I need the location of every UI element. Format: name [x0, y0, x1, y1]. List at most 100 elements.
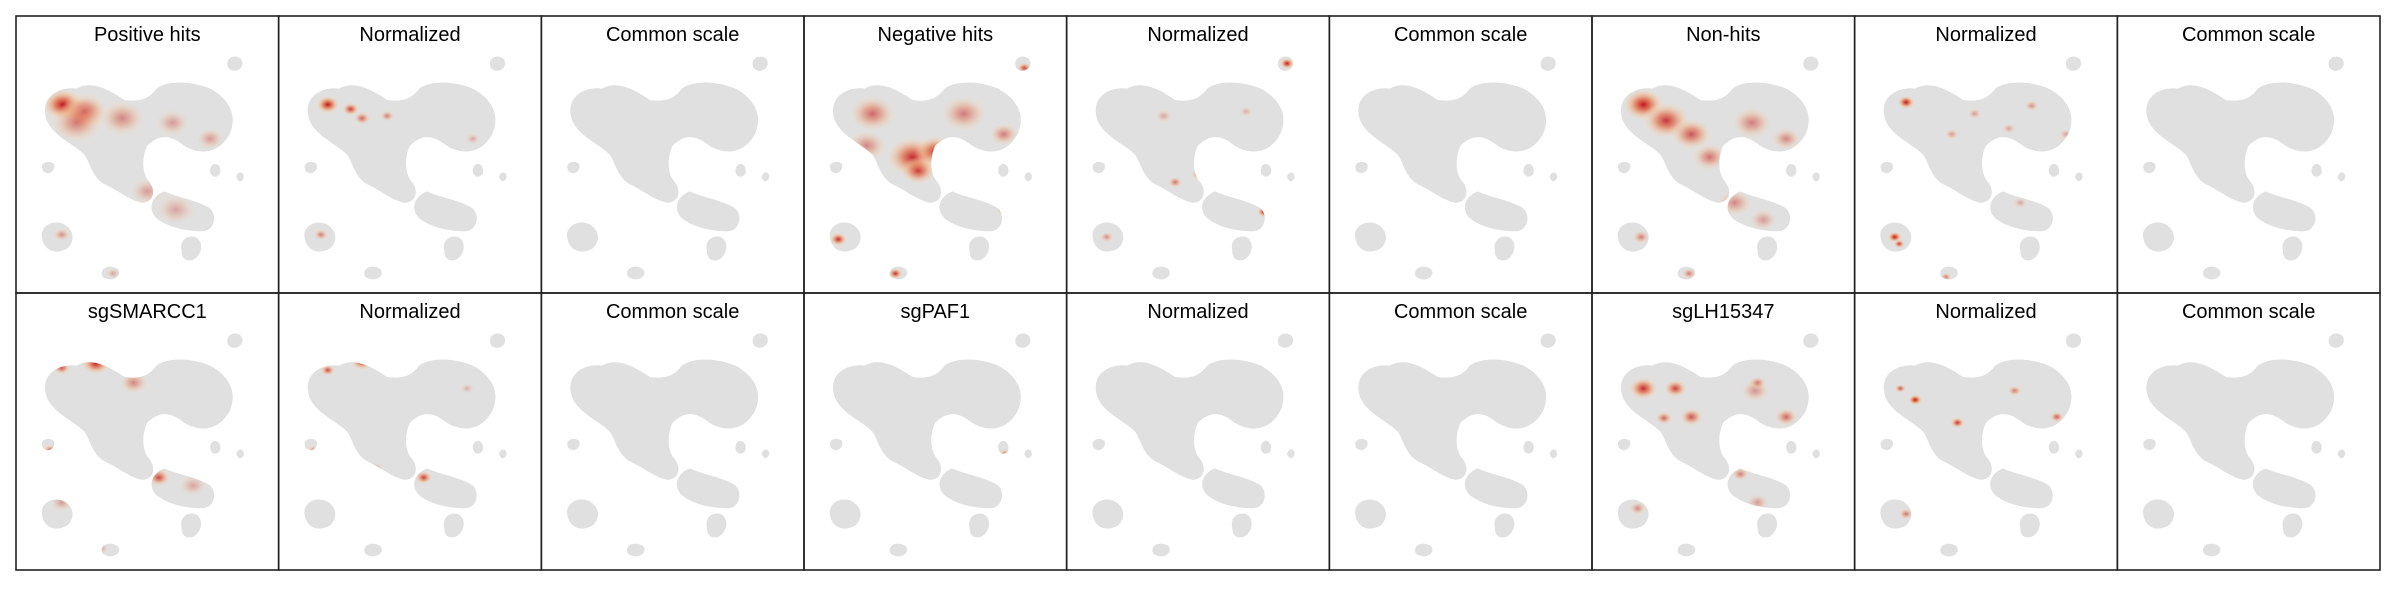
cell-cluster — [1414, 266, 1433, 280]
cell-cluster — [1464, 191, 1528, 232]
cell-cluster — [567, 438, 580, 451]
density-hotspot — [829, 232, 848, 247]
umap-plot — [2143, 56, 2346, 280]
cell-cluster — [939, 191, 1003, 232]
cell-cluster — [227, 333, 243, 348]
cell-cluster — [829, 161, 843, 174]
density-hotspot — [379, 110, 395, 122]
cell-cluster — [499, 449, 507, 459]
cell-cluster — [2065, 56, 2082, 71]
cell-cluster — [1355, 438, 1368, 451]
cell-cluster — [1152, 266, 1170, 280]
cell-cluster — [1355, 499, 1386, 529]
cell-cluster — [1095, 359, 1284, 480]
density-hotspot — [1219, 151, 1234, 163]
cell-cluster — [1803, 56, 1819, 71]
panel: sgPAF1 — [803, 292, 1068, 571]
panel-title: Common scale — [1394, 24, 1527, 46]
density-hotspot — [1893, 239, 1906, 249]
umap-plot — [41, 333, 244, 557]
density-hotspot — [1099, 231, 1115, 243]
cell-cluster — [1287, 172, 1295, 182]
density-hotspot — [887, 267, 903, 280]
cell-cluster — [1355, 222, 1386, 252]
cell-cluster — [706, 236, 727, 261]
density-hotspot — [315, 95, 340, 114]
density-hotspot — [1974, 480, 1987, 491]
density-hotspot — [1716, 189, 1753, 217]
density-hotspot — [52, 361, 71, 375]
cell-cluster — [2252, 468, 2316, 509]
density-hotspot — [940, 95, 988, 132]
cell-cluster — [1540, 56, 1556, 71]
umap-plot — [1092, 333, 1295, 557]
cell-cluster — [2252, 191, 2316, 232]
panel-frame — [2116, 292, 2381, 571]
panel: Normalized — [277, 15, 543, 294]
panel: sgLH15347 — [1591, 292, 1856, 571]
panel: Non-hits — [1591, 15, 1856, 294]
cell-cluster — [1523, 440, 1534, 454]
cell-cluster — [227, 56, 243, 71]
panel: Common scale — [2116, 292, 2381, 571]
umap-plot — [41, 56, 244, 280]
panel-title: Normalized — [1147, 24, 1248, 46]
cell-cluster — [567, 161, 580, 174]
cell-cluster — [2143, 499, 2174, 529]
cell-cluster — [1202, 191, 1265, 232]
cell-cluster — [489, 333, 506, 348]
panel-title: Normalized — [359, 24, 460, 46]
cell-cluster — [761, 449, 770, 459]
cell-cluster — [307, 359, 496, 480]
density-hotspot — [1898, 508, 1914, 520]
density-hotspot — [1628, 501, 1647, 516]
cell-cluster — [833, 359, 1021, 480]
density-hotspot — [94, 542, 110, 554]
cell-cluster — [2048, 163, 2060, 177]
cell-cluster — [443, 513, 464, 538]
cell-cluster — [1803, 333, 1819, 348]
cell-cluster — [1024, 449, 1032, 459]
density-hotspot — [154, 109, 191, 137]
density-hotspot — [1279, 57, 1295, 70]
density-hotspot — [1663, 379, 1688, 398]
density-hotspot — [118, 371, 149, 395]
panel-title: Normalized — [359, 301, 460, 323]
cell-cluster — [2328, 333, 2344, 348]
panel-title: sgLH15347 — [1672, 301, 1774, 323]
cell-cluster — [2143, 438, 2156, 451]
cell-cluster — [1523, 163, 1534, 177]
cell-cluster — [1940, 543, 1958, 557]
cell-cluster — [1883, 359, 2072, 480]
density-layer — [1622, 88, 1801, 280]
cell-cluster — [570, 359, 759, 480]
panel: Normalized — [1065, 15, 1331, 294]
density-hotspot — [465, 133, 481, 145]
cell-cluster — [829, 438, 843, 451]
cell-cluster — [1355, 161, 1368, 174]
panel: Common scale — [540, 15, 805, 294]
panel-title: sgPAF1 — [900, 301, 970, 323]
cell-cluster — [735, 440, 746, 454]
cell-cluster — [364, 266, 382, 280]
cell-cluster — [626, 266, 645, 280]
cell-cluster — [706, 513, 727, 538]
cell-cluster — [2019, 513, 2040, 538]
cell-cluster — [364, 543, 382, 557]
density-layer — [1261, 453, 1277, 465]
cell-cluster — [2202, 543, 2221, 557]
density-hotspot — [1748, 375, 1767, 390]
cell-cluster — [1015, 333, 1031, 348]
umap-plot — [829, 56, 1032, 280]
umap-plot — [567, 56, 770, 280]
cell-cluster — [969, 236, 990, 261]
density-hotspot — [1944, 128, 1960, 140]
cell-cluster — [567, 222, 598, 252]
density-hotspot — [105, 267, 121, 280]
cell-cluster — [1024, 172, 1032, 182]
cell-cluster — [1260, 440, 1272, 454]
cell-cluster — [472, 440, 484, 454]
density-hotspot — [988, 122, 1019, 146]
cell-cluster — [304, 499, 336, 529]
